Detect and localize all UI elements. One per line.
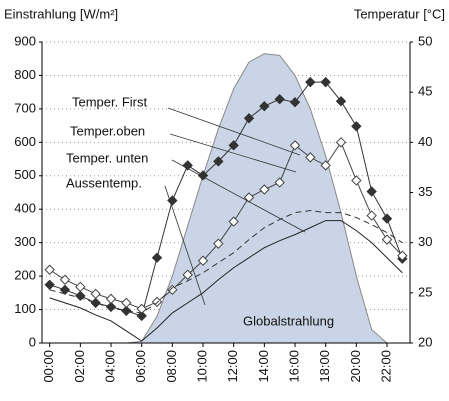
y-tick-label: 900: [14, 33, 36, 48]
y2-tick-label: 50: [418, 33, 432, 48]
marker: [228, 140, 239, 151]
line: [49, 220, 403, 342]
y2-axis-label: Temperatur [°C]: [354, 6, 445, 21]
x-tick-label: 12:00: [225, 350, 240, 383]
y2-tick-label: 40: [418, 134, 432, 149]
marker: [289, 140, 301, 151]
y-tick-label: 600: [14, 134, 36, 149]
marker: [90, 297, 101, 309]
marker: [105, 301, 117, 313]
x-tick-label: 20:00: [348, 350, 363, 383]
y-axis-label: Einstrahlung [W/m²]: [4, 6, 118, 21]
marker: [44, 264, 55, 275]
marker: [305, 76, 316, 88]
marker: [351, 175, 362, 186]
marker: [243, 113, 255, 124]
marker: [105, 293, 117, 305]
x-tick-label: 08:00: [164, 350, 179, 383]
marker: [167, 284, 178, 296]
leader-line: [171, 159, 306, 233]
marker: [351, 121, 362, 132]
marker: [259, 184, 270, 195]
y-tick-label: 500: [14, 167, 36, 182]
x-tick-label: 04:00: [102, 350, 117, 383]
annotation: Temper. unten: [66, 150, 148, 165]
marker: [259, 101, 270, 112]
y-tick-label: 300: [14, 234, 36, 249]
y2-tick-label: 35: [418, 184, 432, 199]
marker: [381, 213, 393, 224]
marker: [397, 250, 408, 261]
marker: [44, 279, 55, 291]
x-tick-label: 02:00: [72, 350, 87, 383]
x-tick-label: 16:00: [286, 350, 301, 383]
line: [49, 210, 403, 314]
marker: [213, 238, 224, 249]
marker: [274, 93, 285, 105]
x-tick-label: 14:00: [256, 350, 271, 383]
marker: [305, 152, 316, 163]
marker: [366, 186, 377, 197]
leader-line: [167, 107, 301, 156]
marker: [136, 310, 147, 322]
y2-tick-label: 20: [418, 334, 432, 349]
marker: [90, 288, 101, 300]
marker: [366, 210, 377, 221]
marker: [75, 281, 86, 293]
marker: [213, 156, 224, 167]
annotation: Globalstrahlung: [243, 313, 334, 328]
y2-tick-label: 25: [418, 284, 432, 299]
y-tick-label: 200: [14, 268, 36, 283]
y2-tick-label: 45: [418, 84, 432, 99]
marker: [320, 160, 331, 171]
marker: [121, 305, 132, 317]
marker: [320, 76, 331, 88]
x-tick-label: 22:00: [378, 350, 393, 383]
marker: [59, 274, 71, 285]
leader-line: [164, 185, 206, 306]
y-tick-label: 700: [14, 100, 36, 115]
leader-line: [169, 133, 297, 173]
marker: [151, 252, 163, 263]
marker: [289, 96, 301, 108]
marker: [274, 177, 285, 188]
marker: [228, 216, 239, 227]
marker: [381, 234, 393, 245]
x-tick-label: 18:00: [317, 350, 332, 383]
y2-tick-label: 30: [418, 234, 432, 249]
annotation: Temper.oben: [70, 123, 145, 138]
marker: [197, 255, 209, 266]
y-tick-label: 400: [14, 201, 36, 216]
marker: [335, 95, 347, 107]
x-tick-label: 00:00: [41, 350, 56, 383]
marker: [182, 269, 193, 280]
annotation: Temper. First: [72, 94, 148, 109]
y-tick-label: 0: [29, 334, 36, 349]
x-tick-label: 10:00: [194, 350, 209, 383]
marker: [335, 137, 347, 148]
marker: [121, 297, 132, 309]
marker: [151, 296, 163, 308]
annotation: Aussentemp.: [66, 175, 142, 190]
y-tick-label: 800: [14, 67, 36, 82]
y-tick-label: 100: [14, 301, 36, 316]
x-tick-label: 06:00: [133, 350, 148, 383]
